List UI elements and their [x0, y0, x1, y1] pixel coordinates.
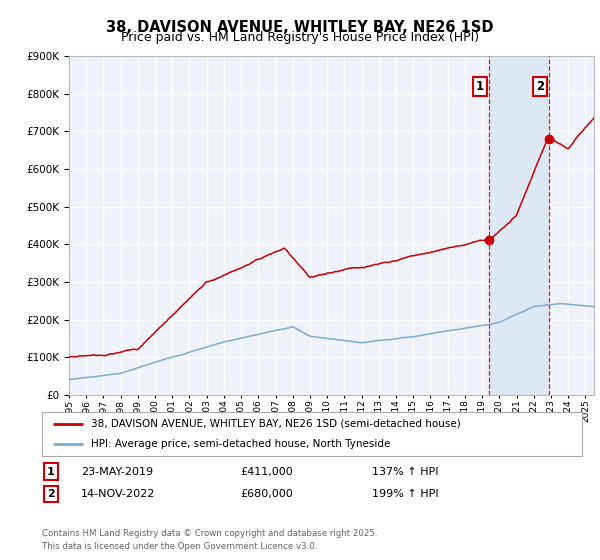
Text: £411,000: £411,000 [240, 466, 293, 477]
Text: 23-MAY-2019: 23-MAY-2019 [81, 466, 153, 477]
Text: 137% ↑ HPI: 137% ↑ HPI [372, 466, 439, 477]
Text: 38, DAVISON AVENUE, WHITLEY BAY, NE26 1SD: 38, DAVISON AVENUE, WHITLEY BAY, NE26 1S… [106, 20, 494, 35]
Text: 2: 2 [47, 489, 55, 499]
Text: 1: 1 [476, 80, 484, 92]
Text: 1: 1 [47, 466, 55, 477]
Text: 2: 2 [536, 80, 544, 92]
Text: 199% ↑ HPI: 199% ↑ HPI [372, 489, 439, 499]
Bar [489, 56, 549, 395]
Text: Contains HM Land Registry data © Crown copyright and database right 2025.
This d: Contains HM Land Registry data © Crown c… [42, 529, 377, 552]
Text: £680,000: £680,000 [240, 489, 293, 499]
Text: 14-NOV-2022: 14-NOV-2022 [81, 489, 155, 499]
Text: HPI: Average price, semi-detached house, North Tyneside: HPI: Average price, semi-detached house,… [91, 439, 390, 449]
Text: 38, DAVISON AVENUE, WHITLEY BAY, NE26 1SD (semi-detached house): 38, DAVISON AVENUE, WHITLEY BAY, NE26 1S… [91, 419, 460, 429]
Text: Price paid vs. HM Land Registry's House Price Index (HPI): Price paid vs. HM Land Registry's House … [121, 31, 479, 44]
